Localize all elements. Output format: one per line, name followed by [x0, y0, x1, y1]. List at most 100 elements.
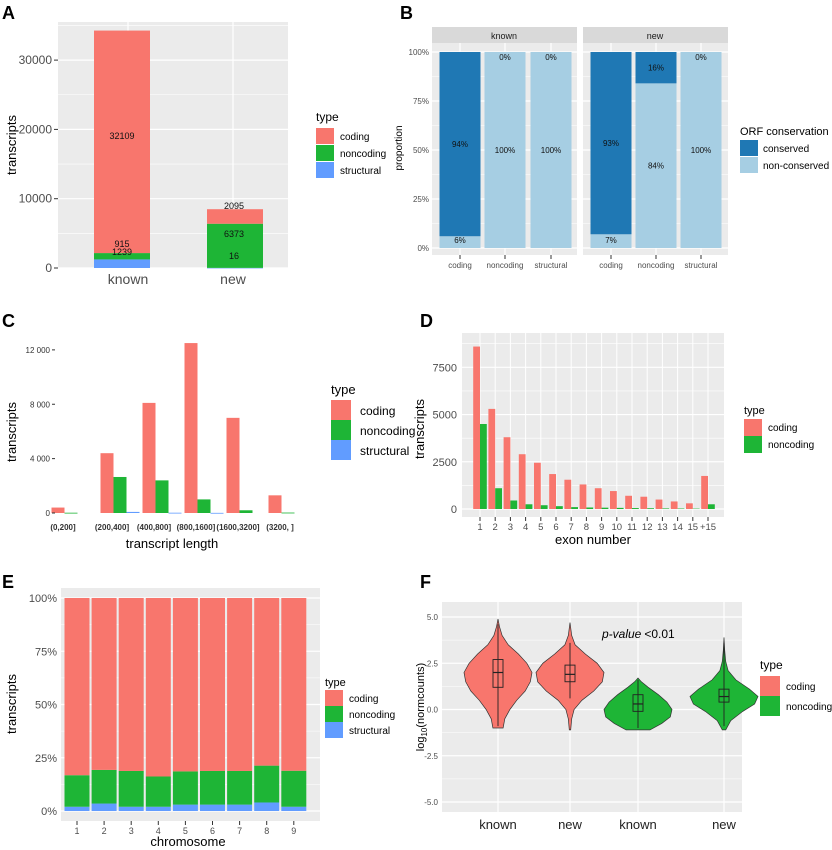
legend-key-structural — [325, 722, 343, 738]
bar-coding — [227, 598, 253, 771]
y-tick-labels: 0% 25% 50% 75% 100% — [29, 593, 57, 818]
bars — [439, 52, 722, 248]
bar-noncoding — [254, 765, 280, 803]
legend-label: structural — [349, 726, 390, 737]
bar-non-conserved — [484, 52, 526, 248]
data-label: 7% — [605, 236, 617, 245]
legend-title: type — [325, 677, 346, 689]
bar-coding — [200, 598, 225, 771]
bar-noncoding — [647, 508, 654, 509]
legend-key-coding — [325, 690, 343, 706]
x-tick-label: 2 — [102, 826, 107, 836]
bar-coding — [64, 598, 90, 776]
x-tick-label: (200,400] — [95, 523, 130, 532]
legend: ORF conservation conserved non-conserved — [740, 126, 829, 173]
data-label: 0% — [499, 53, 511, 62]
x-tick-label: known — [479, 817, 517, 832]
legend-key-structural — [316, 162, 334, 178]
legend-key-conserved — [740, 140, 758, 156]
x-tick-label: 9 — [291, 826, 296, 836]
legend-label: coding — [360, 404, 395, 418]
y-tick-label: 0 — [45, 261, 52, 275]
violins — [463, 618, 759, 731]
bars — [51, 343, 295, 514]
y-tick-label: 25% — [413, 195, 429, 204]
bar-coding — [184, 343, 198, 513]
y-tick-label: 8 000 — [30, 400, 51, 409]
bar-noncoding — [155, 480, 169, 513]
panel-letter-d: D — [420, 311, 433, 331]
bar-structural — [254, 802, 280, 811]
bar-structural — [91, 803, 117, 811]
x-tick-label: 1 — [74, 826, 79, 836]
y-tick-label: -5.0 — [424, 798, 438, 807]
bar-coding — [100, 453, 114, 513]
bar-structural — [210, 512, 224, 514]
x-tick-labels: (0,200] (200,400] (400,800] (800,1600] (1600… — [50, 523, 294, 532]
x-tick-label: 8 — [264, 826, 269, 836]
bar-structural — [207, 267, 263, 269]
y-tick-labels: 0 2500 5000 7500 — [433, 362, 457, 516]
data-label: 32109 — [109, 131, 134, 141]
p-value-annotation: p-value <0.01 — [601, 627, 675, 641]
x-tick-labels: 1 2 3 4 5 6 7 8 9 10 11 12 13 14 15 +15 — [477, 517, 716, 533]
x-tick-label: 1 — [477, 522, 482, 533]
data-label: 16 — [229, 251, 239, 261]
bar-noncoding — [616, 507, 624, 509]
data-label: 2095 — [224, 201, 244, 211]
bar-coding — [51, 507, 65, 513]
x-tick-label: coding — [448, 261, 472, 270]
bar-coding — [670, 501, 678, 509]
bar-coding — [281, 598, 307, 771]
legend-label: noncoding — [360, 424, 415, 438]
bar-coding — [549, 474, 556, 509]
bar-coding — [142, 402, 156, 513]
bar-noncoding — [145, 776, 171, 807]
bar-structural — [94, 259, 150, 268]
y-axis-title: transcripts — [4, 115, 19, 175]
x-tick-label: 5 — [538, 522, 543, 533]
x-tick-label: 12 — [642, 522, 653, 533]
x-tick-label: 5 — [183, 826, 188, 836]
x-tick-labels: coding noncoding structural coding noncoding… — [448, 255, 718, 270]
bar-coding — [226, 417, 240, 513]
y-tick-label: 5000 — [433, 410, 457, 422]
boxplot-box — [564, 664, 576, 683]
legend-key-noncoding — [744, 436, 762, 453]
y-tick-label: 100% — [29, 593, 57, 605]
bar-structural — [126, 511, 140, 513]
y-axis-title: transcripts — [412, 399, 427, 459]
legend-key-noncoding — [331, 420, 351, 440]
x-tick-label: 11 — [627, 522, 637, 533]
bar-structural — [64, 806, 90, 811]
legend-label: coding — [349, 694, 378, 705]
y-tick-label: 12 000 — [26, 346, 51, 355]
legend-label: structural — [360, 444, 409, 458]
y-tick-label: 75% — [413, 97, 429, 106]
bar-non-conserved — [439, 236, 481, 248]
bars — [473, 346, 715, 509]
legend-title: type — [316, 110, 339, 124]
bar-coding — [145, 598, 171, 777]
bar-noncoding — [239, 510, 253, 513]
y-axis-title: transcripts — [4, 402, 19, 462]
x-tick-label: 2 — [493, 522, 498, 533]
bar-structural — [227, 804, 253, 811]
bar-conserved — [590, 52, 632, 235]
legend-label: coding — [768, 423, 797, 434]
legend-key-noncoding — [325, 706, 343, 722]
y-tick-labels: 0% 25% 50% 75% 100% — [409, 48, 429, 253]
legend-label: structural — [340, 166, 381, 177]
legend-label: coding — [340, 132, 369, 143]
data-label: 93% — [603, 139, 619, 148]
bar-noncoding — [172, 771, 198, 805]
bar-noncoding — [64, 775, 90, 807]
x-tick-label: 4 — [523, 522, 528, 533]
bar-noncoding — [708, 504, 715, 509]
bar-noncoding — [113, 476, 127, 513]
bar-structural — [168, 512, 182, 514]
legend-label: noncoding — [768, 440, 814, 451]
x-tick-label: 10 — [612, 522, 623, 533]
